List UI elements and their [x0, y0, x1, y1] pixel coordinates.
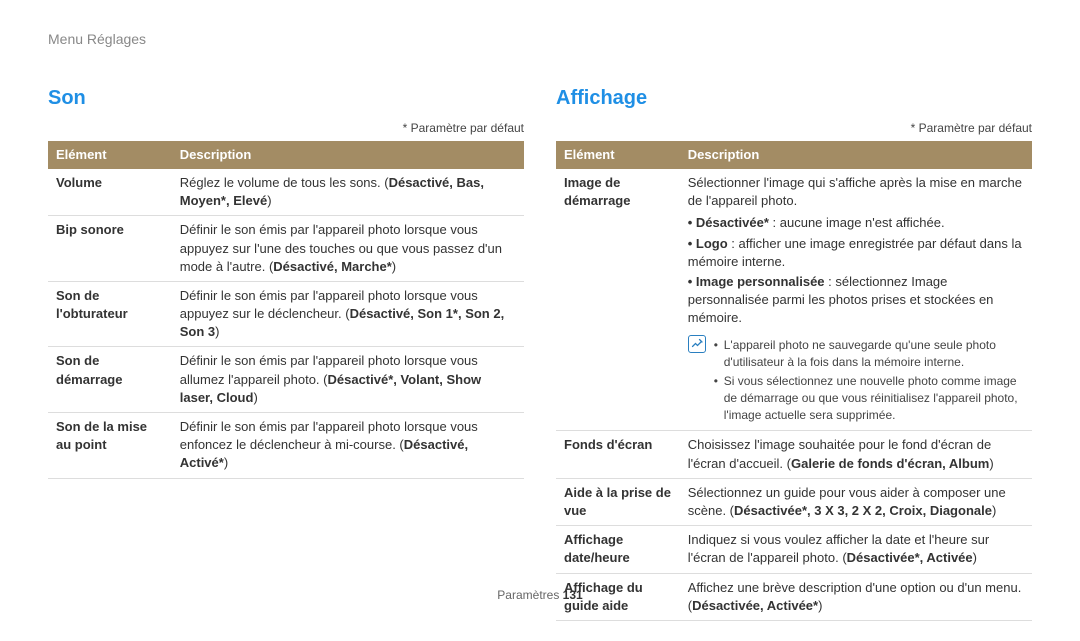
header-description: Description [680, 141, 1032, 169]
table-row: Son de l'obturateur Définir le son émis … [48, 281, 524, 347]
row-desc: Définir le son émis par l'appareil photo… [172, 413, 524, 479]
row-label: Son de démarrage [48, 347, 172, 413]
table-row: Image de démarrage Sélectionner l'image … [556, 169, 1032, 431]
row-desc: Sélectionner l'image qui s'affiche après… [680, 169, 1032, 431]
row-label: Volume [48, 169, 172, 216]
row-label: Affichage date/heure [556, 526, 680, 573]
right-column: Affichage * Paramètre par défaut Elément… [556, 84, 1032, 621]
row-desc: Définir le son émis par l'appareil photo… [172, 216, 524, 282]
row-label: Son de l'obturateur [48, 281, 172, 347]
row-desc: Choisissez l'image souhaitée pour le fon… [680, 431, 1032, 478]
row-label: Son de la mise au point [48, 413, 172, 479]
header-element: Elément [48, 141, 172, 169]
row-desc: Indiquez si vous voulez afficher la date… [680, 526, 1032, 573]
left-column: Son * Paramètre par défaut Elément Descr… [48, 84, 524, 621]
row-desc: Réglez le volume de tous les sons. (Désa… [172, 169, 524, 216]
table-row: Bip sonore Définir le son émis par l'app… [48, 216, 524, 282]
list-item: Désactivée* : aucune image n'est affiché… [688, 214, 1024, 232]
row-label: Image de démarrage [556, 169, 680, 431]
table-row: Affichage date/heure Indiquez si vous vo… [556, 526, 1032, 573]
header-element: Elément [556, 141, 680, 169]
section-title-son: Son [48, 84, 524, 112]
page-number: 131 [563, 588, 583, 602]
row-desc: Sélectionnez un guide pour vous aider à … [680, 478, 1032, 525]
row-label: Bip sonore [48, 216, 172, 282]
row-desc: Définir le son émis par l'appareil photo… [172, 281, 524, 347]
header-description: Description [172, 141, 524, 169]
note-list: L'appareil photo ne sauvegarde qu'une se… [714, 337, 1024, 425]
footer: Paramètres 131 [0, 587, 1080, 604]
table-row: Son de démarrage Définir le son émis par… [48, 347, 524, 413]
list-item: Si vous sélectionnez une nouvelle photo … [714, 373, 1024, 423]
table-row: Fonds d'écran Choisissez l'image souhait… [556, 431, 1032, 478]
bullet-list: Désactivée* : aucune image n'est affiché… [688, 214, 1024, 327]
default-note-left: * Paramètre par défaut [48, 120, 524, 137]
row-label: Fonds d'écran [556, 431, 680, 478]
table-row: Volume Réglez le volume de tous les sons… [48, 169, 524, 216]
row-desc: Définir le son émis par l'appareil photo… [172, 347, 524, 413]
breadcrumb: Menu Réglages [48, 30, 146, 50]
list-item: L'appareil photo ne sauvegarde qu'une se… [714, 337, 1024, 371]
list-item: Image personnalisée : sélectionnez Image… [688, 273, 1024, 328]
note-box: L'appareil photo ne sauvegarde qu'une se… [688, 333, 1024, 425]
table-son: Elément Description Volume Réglez le vol… [48, 141, 524, 479]
default-note-right: * Paramètre par défaut [556, 120, 1032, 137]
list-item: Logo : afficher une image enregistrée pa… [688, 235, 1024, 271]
section-title-affichage: Affichage [556, 84, 1032, 112]
footer-label: Paramètres [497, 588, 562, 602]
table-header-row: Elément Description [556, 141, 1032, 169]
table-header-row: Elément Description [48, 141, 524, 169]
note-icon [688, 335, 706, 353]
table-row: Son de la mise au point Définir le son é… [48, 413, 524, 479]
table-row: Aide à la prise de vue Sélectionnez un g… [556, 478, 1032, 525]
table-affichage: Elément Description Image de démarrage S… [556, 141, 1032, 621]
row-label: Aide à la prise de vue [556, 478, 680, 525]
page-container: Son * Paramètre par défaut Elément Descr… [0, 0, 1080, 641]
